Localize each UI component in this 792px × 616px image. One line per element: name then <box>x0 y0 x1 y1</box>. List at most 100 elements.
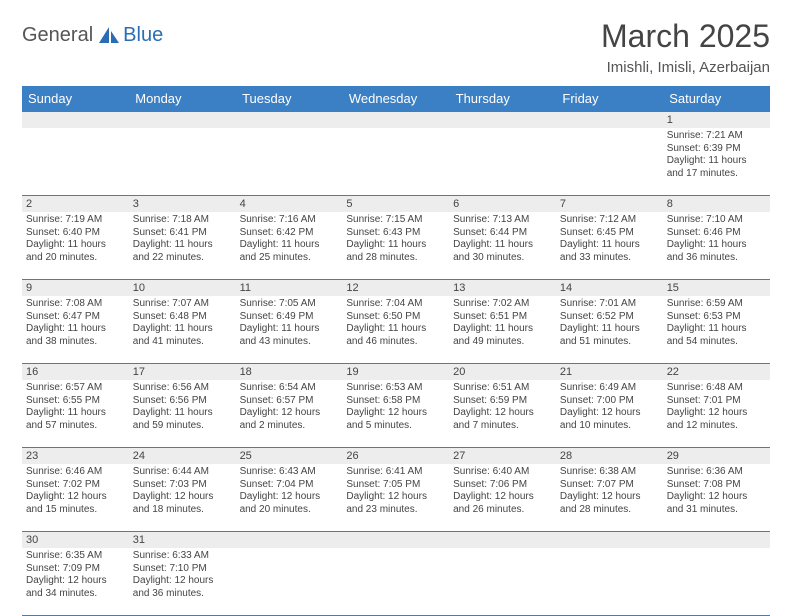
day-number: 30 <box>22 532 129 548</box>
weekday-header: Wednesday <box>342 86 449 112</box>
day-detail-line: Sunset: 6:48 PM <box>133 311 232 324</box>
day-number: 23 <box>22 448 129 464</box>
day-detail-line: and 51 minutes. <box>560 336 659 349</box>
day-detail-line: Sunset: 7:00 PM <box>560 395 659 408</box>
day-number: 18 <box>236 364 343 380</box>
day-detail-line: Daylight: 11 hours <box>560 239 659 252</box>
day-detail-line: Sunset: 6:43 PM <box>346 227 445 240</box>
day-detail-line: Daylight: 11 hours <box>453 239 552 252</box>
day-detail-line: Sunset: 6:58 PM <box>346 395 445 408</box>
day-number <box>129 112 236 128</box>
day-detail-line: Sunset: 6:44 PM <box>453 227 552 240</box>
day-detail-line: Sunset: 6:51 PM <box>453 311 552 324</box>
day-detail-line: Daylight: 11 hours <box>667 239 766 252</box>
calendar-day-cell: 7Sunrise: 7:12 AMSunset: 6:45 PMDaylight… <box>556 196 663 280</box>
day-detail-line: Daylight: 12 hours <box>26 575 125 588</box>
day-details: Sunrise: 6:48 AMSunset: 7:01 PMDaylight:… <box>663 380 770 436</box>
day-detail-line: and 7 minutes. <box>453 420 552 433</box>
day-detail-line: Sunset: 6:59 PM <box>453 395 552 408</box>
calendar-week-row: 30Sunrise: 6:35 AMSunset: 7:09 PMDayligh… <box>22 532 770 616</box>
day-detail-line: Sunset: 7:06 PM <box>453 479 552 492</box>
calendar-week-row: 9Sunrise: 7:08 AMSunset: 6:47 PMDaylight… <box>22 280 770 364</box>
day-details <box>556 548 663 554</box>
calendar-day-cell: 26Sunrise: 6:41 AMSunset: 7:05 PMDayligh… <box>342 448 449 532</box>
weekday-header: Friday <box>556 86 663 112</box>
calendar-empty-cell <box>556 532 663 616</box>
day-details: Sunrise: 7:18 AMSunset: 6:41 PMDaylight:… <box>129 212 236 268</box>
day-detail-line: Daylight: 11 hours <box>133 323 232 336</box>
day-detail-line: Sunrise: 7:02 AM <box>453 298 552 311</box>
calendar-day-cell: 23Sunrise: 6:46 AMSunset: 7:02 PMDayligh… <box>22 448 129 532</box>
day-detail-line: and 36 minutes. <box>667 252 766 265</box>
day-detail-line: and 33 minutes. <box>560 252 659 265</box>
day-detail-line: and 43 minutes. <box>240 336 339 349</box>
calendar-week-row: 16Sunrise: 6:57 AMSunset: 6:55 PMDayligh… <box>22 364 770 448</box>
calendar-day-cell: 2Sunrise: 7:19 AMSunset: 6:40 PMDaylight… <box>22 196 129 280</box>
calendar-day-cell: 31Sunrise: 6:33 AMSunset: 7:10 PMDayligh… <box>129 532 236 616</box>
day-detail-line: Daylight: 12 hours <box>133 575 232 588</box>
calendar-day-cell: 8Sunrise: 7:10 AMSunset: 6:46 PMDaylight… <box>663 196 770 280</box>
day-number <box>22 112 129 128</box>
day-detail-line: Sunset: 6:47 PM <box>26 311 125 324</box>
calendar-day-cell: 6Sunrise: 7:13 AMSunset: 6:44 PMDaylight… <box>449 196 556 280</box>
day-detail-line: and 41 minutes. <box>133 336 232 349</box>
day-details: Sunrise: 6:53 AMSunset: 6:58 PMDaylight:… <box>342 380 449 436</box>
day-detail-line: Sunrise: 6:38 AM <box>560 466 659 479</box>
day-details: Sunrise: 7:05 AMSunset: 6:49 PMDaylight:… <box>236 296 343 352</box>
day-number: 10 <box>129 280 236 296</box>
day-detail-line: Sunrise: 6:53 AM <box>346 382 445 395</box>
day-number <box>236 532 343 548</box>
day-detail-line: Sunset: 7:04 PM <box>240 479 339 492</box>
day-detail-line: Daylight: 12 hours <box>560 491 659 504</box>
day-detail-line: Daylight: 12 hours <box>560 407 659 420</box>
day-detail-line: and 30 minutes. <box>453 252 552 265</box>
day-detail-line: and 34 minutes. <box>26 588 125 601</box>
day-detail-line: Sunrise: 6:46 AM <box>26 466 125 479</box>
day-details: Sunrise: 7:12 AMSunset: 6:45 PMDaylight:… <box>556 212 663 268</box>
calendar-day-cell: 11Sunrise: 7:05 AMSunset: 6:49 PMDayligh… <box>236 280 343 364</box>
day-detail-line: Sunset: 6:49 PM <box>240 311 339 324</box>
day-details: Sunrise: 7:15 AMSunset: 6:43 PMDaylight:… <box>342 212 449 268</box>
calendar-empty-cell <box>556 112 663 196</box>
day-detail-line: and 10 minutes. <box>560 420 659 433</box>
day-detail-line: Sunset: 6:56 PM <box>133 395 232 408</box>
day-detail-line: Daylight: 12 hours <box>667 491 766 504</box>
day-number: 4 <box>236 196 343 212</box>
day-detail-line: Sunrise: 6:41 AM <box>346 466 445 479</box>
day-detail-line: Daylight: 11 hours <box>133 239 232 252</box>
day-detail-line: Sunrise: 6:54 AM <box>240 382 339 395</box>
day-detail-line: Daylight: 12 hours <box>240 491 339 504</box>
day-detail-line: Sunrise: 6:36 AM <box>667 466 766 479</box>
weekday-header: Tuesday <box>236 86 343 112</box>
sail-icon <box>99 27 121 45</box>
day-number: 24 <box>129 448 236 464</box>
day-number <box>342 532 449 548</box>
calendar-day-cell: 1Sunrise: 7:21 AMSunset: 6:39 PMDaylight… <box>663 112 770 196</box>
day-details: Sunrise: 6:35 AMSunset: 7:09 PMDaylight:… <box>22 548 129 604</box>
day-detail-line: Sunset: 6:41 PM <box>133 227 232 240</box>
day-details <box>236 128 343 134</box>
day-detail-line: Sunset: 7:05 PM <box>346 479 445 492</box>
day-detail-line: Sunrise: 6:57 AM <box>26 382 125 395</box>
calendar-day-cell: 27Sunrise: 6:40 AMSunset: 7:06 PMDayligh… <box>449 448 556 532</box>
calendar-day-cell: 15Sunrise: 6:59 AMSunset: 6:53 PMDayligh… <box>663 280 770 364</box>
day-detail-line: Daylight: 12 hours <box>453 407 552 420</box>
day-details <box>236 548 343 554</box>
day-detail-line: Sunrise: 7:08 AM <box>26 298 125 311</box>
day-detail-line: Sunset: 7:07 PM <box>560 479 659 492</box>
day-detail-line: and 36 minutes. <box>133 588 232 601</box>
day-details: Sunrise: 6:36 AMSunset: 7:08 PMDaylight:… <box>663 464 770 520</box>
day-detail-line: Daylight: 12 hours <box>346 491 445 504</box>
calendar-empty-cell <box>22 112 129 196</box>
day-detail-line: and 49 minutes. <box>453 336 552 349</box>
day-detail-line: Sunrise: 7:10 AM <box>667 214 766 227</box>
day-detail-line: and 12 minutes. <box>667 420 766 433</box>
calendar-day-cell: 20Sunrise: 6:51 AMSunset: 6:59 PMDayligh… <box>449 364 556 448</box>
calendar-day-cell: 24Sunrise: 6:44 AMSunset: 7:03 PMDayligh… <box>129 448 236 532</box>
day-detail-line: and 28 minutes. <box>346 252 445 265</box>
calendar-empty-cell <box>342 112 449 196</box>
calendar-week-row: 23Sunrise: 6:46 AMSunset: 7:02 PMDayligh… <box>22 448 770 532</box>
day-details: Sunrise: 7:08 AMSunset: 6:47 PMDaylight:… <box>22 296 129 352</box>
day-detail-line: and 5 minutes. <box>346 420 445 433</box>
page-header: General Blue March 2025 Imishli, Imisli,… <box>22 18 770 76</box>
